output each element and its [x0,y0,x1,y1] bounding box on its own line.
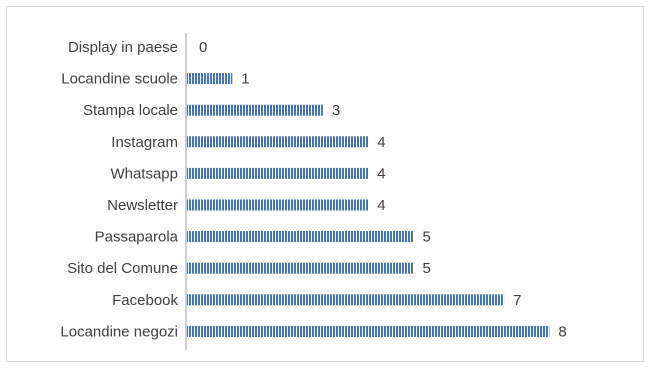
value-label: 1 [241,71,249,88]
bar [187,294,505,306]
value-label: 5 [423,229,431,246]
value-label: 0 [199,39,207,56]
value-label: 4 [377,165,385,182]
value-label: 4 [377,197,385,214]
category-label: Sito del Comune [67,260,178,277]
category-label: Locandine negozi [60,323,178,340]
category-label: Whatsapp [110,165,178,182]
bar [187,231,414,243]
value-label: 5 [423,260,431,277]
bar [187,73,233,85]
value-label: 4 [377,134,385,151]
category-label: Passaparola [95,229,179,246]
bar [187,199,369,211]
category-label: Newsletter [107,197,178,214]
bar [187,104,323,116]
value-label: 7 [513,292,521,309]
bars-layer [187,73,550,337]
category-label: Stampa locale [83,102,178,119]
bar [187,136,369,148]
bar [187,167,369,179]
category-label: Display in paese [68,39,178,56]
category-label: Facebook [112,292,178,309]
value-label: 8 [558,323,566,340]
bar [187,325,550,337]
value-label: 3 [332,102,340,119]
category-label: Locandine scuole [61,71,178,88]
category-label: Instagram [111,134,178,151]
bar [187,262,414,274]
labels-layer: Display in paese 0 Locandine scuole 1 Stampa… [60,39,566,340]
